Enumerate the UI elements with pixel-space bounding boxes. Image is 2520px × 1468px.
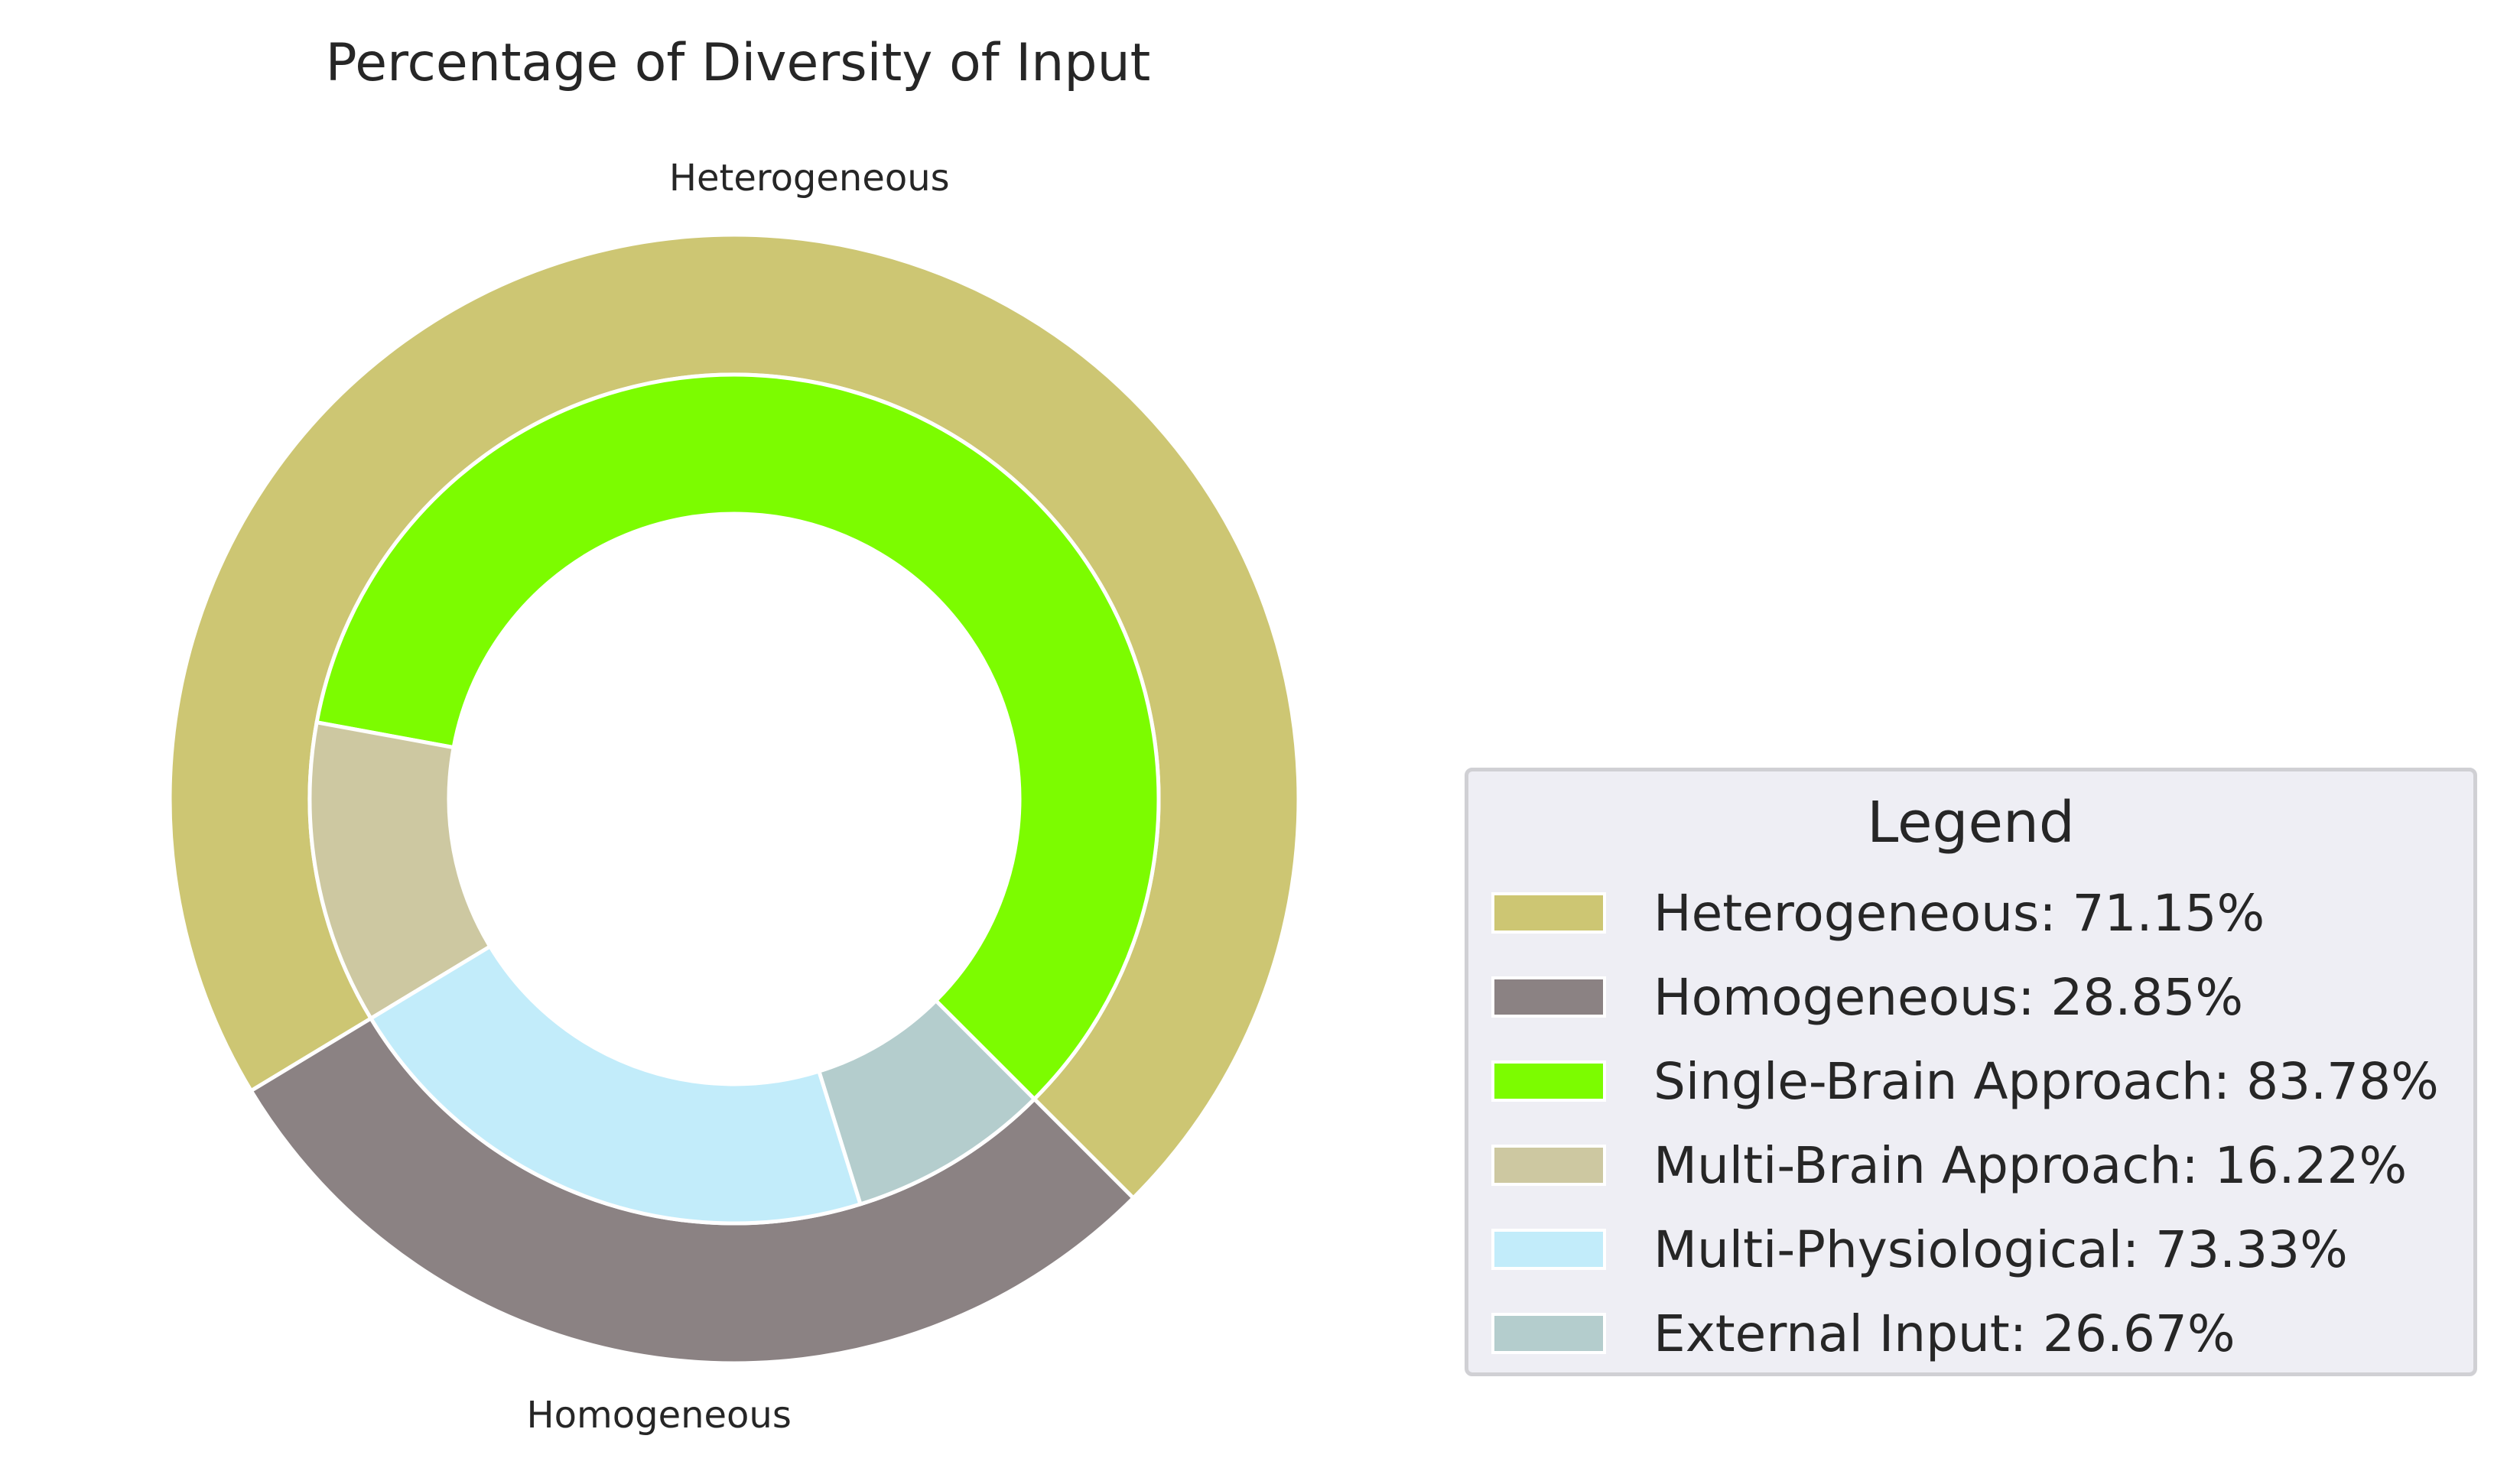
legend-swatch xyxy=(1491,1313,1606,1354)
legend-items: Heterogeneous: 71.15% Homogeneous: 28.85… xyxy=(1491,871,2439,1375)
legend-item-multi-physiological: Multi-Physiological: 73.33% xyxy=(1491,1207,2439,1291)
inner-slice-external-input xyxy=(816,998,1037,1207)
legend-swatch xyxy=(1491,976,1606,1018)
inner-ring xyxy=(307,372,1161,1226)
legend-title: Legend xyxy=(1867,790,2075,856)
legend-item-multi-brain-approach: Multi-Brain Approach: 16.22% xyxy=(1491,1123,2439,1207)
legend-label: Heterogeneous: 71.15% xyxy=(1653,883,2265,943)
legend-label: Single-Brain Approach: 83.78% xyxy=(1653,1051,2439,1111)
outer-ring-labels: Heterogeneous Homogeneous xyxy=(527,157,950,1437)
legend-swatch xyxy=(1491,1229,1606,1270)
legend-label: Multi-Brain Approach: 16.22% xyxy=(1653,1135,2408,1195)
legend-swatch xyxy=(1491,1060,1606,1102)
chart-legend: Legend Heterogeneous: 71.15% Homogeneous… xyxy=(1465,768,2477,1376)
chart-title: Percentage of Diversity of Input xyxy=(326,33,1151,93)
outer-label-heterogeneous: Heterogeneous xyxy=(669,157,950,200)
inner-slice-multi-physiological xyxy=(368,943,863,1226)
legend-swatch xyxy=(1491,1145,1606,1186)
legend-item-single-brain-approach: Single-Brain Approach: 83.78% xyxy=(1491,1039,2439,1123)
outer-label-homogeneous: Homogeneous xyxy=(527,1394,792,1437)
legend-item-heterogeneous: Heterogeneous: 71.15% xyxy=(1491,871,2439,955)
legend-label: Homogeneous: 28.85% xyxy=(1653,967,2244,1027)
legend-item-homogeneous: Homogeneous: 28.85% xyxy=(1491,955,2439,1039)
legend-swatch xyxy=(1491,892,1606,934)
legend-label: External Input: 26.67% xyxy=(1653,1304,2235,1363)
legend-label: Multi-Physiological: 73.33% xyxy=(1653,1220,2348,1279)
legend-item-external-input: External Input: 26.67% xyxy=(1491,1291,2439,1375)
inner-slice-single-brain-approach xyxy=(314,372,1161,1102)
